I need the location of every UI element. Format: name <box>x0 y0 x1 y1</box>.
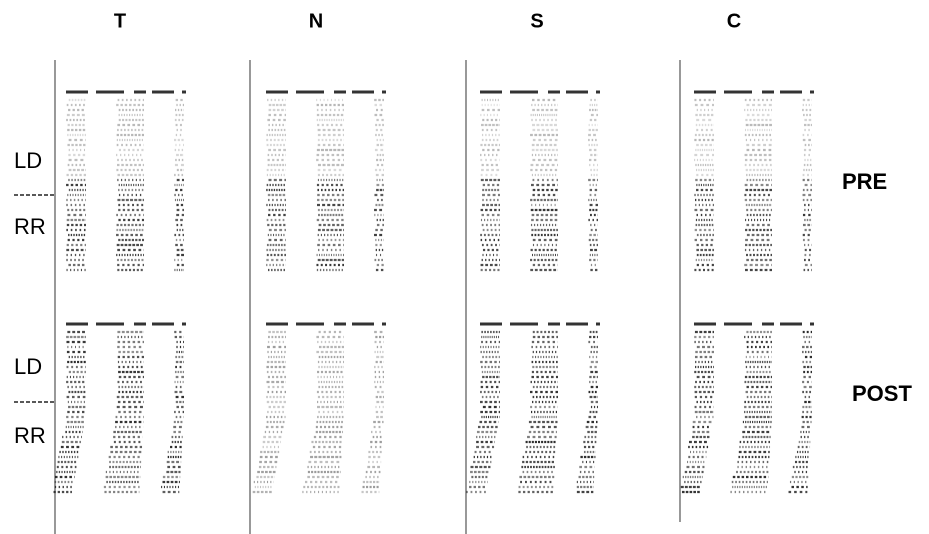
row-label: PRE <box>842 169 887 194</box>
column-label: N <box>309 10 323 32</box>
figure: T N S C PRE POST LD RR LD RR <box>0 0 929 534</box>
side-label: RR <box>14 214 46 239</box>
side-label: LD <box>14 148 42 173</box>
column-label: T <box>114 10 126 32</box>
column-label: C <box>727 10 741 32</box>
side-label: RR <box>14 423 46 448</box>
background <box>0 0 929 534</box>
side-label: LD <box>14 354 42 379</box>
row-label: POST <box>852 381 912 406</box>
column-label: S <box>530 10 543 32</box>
